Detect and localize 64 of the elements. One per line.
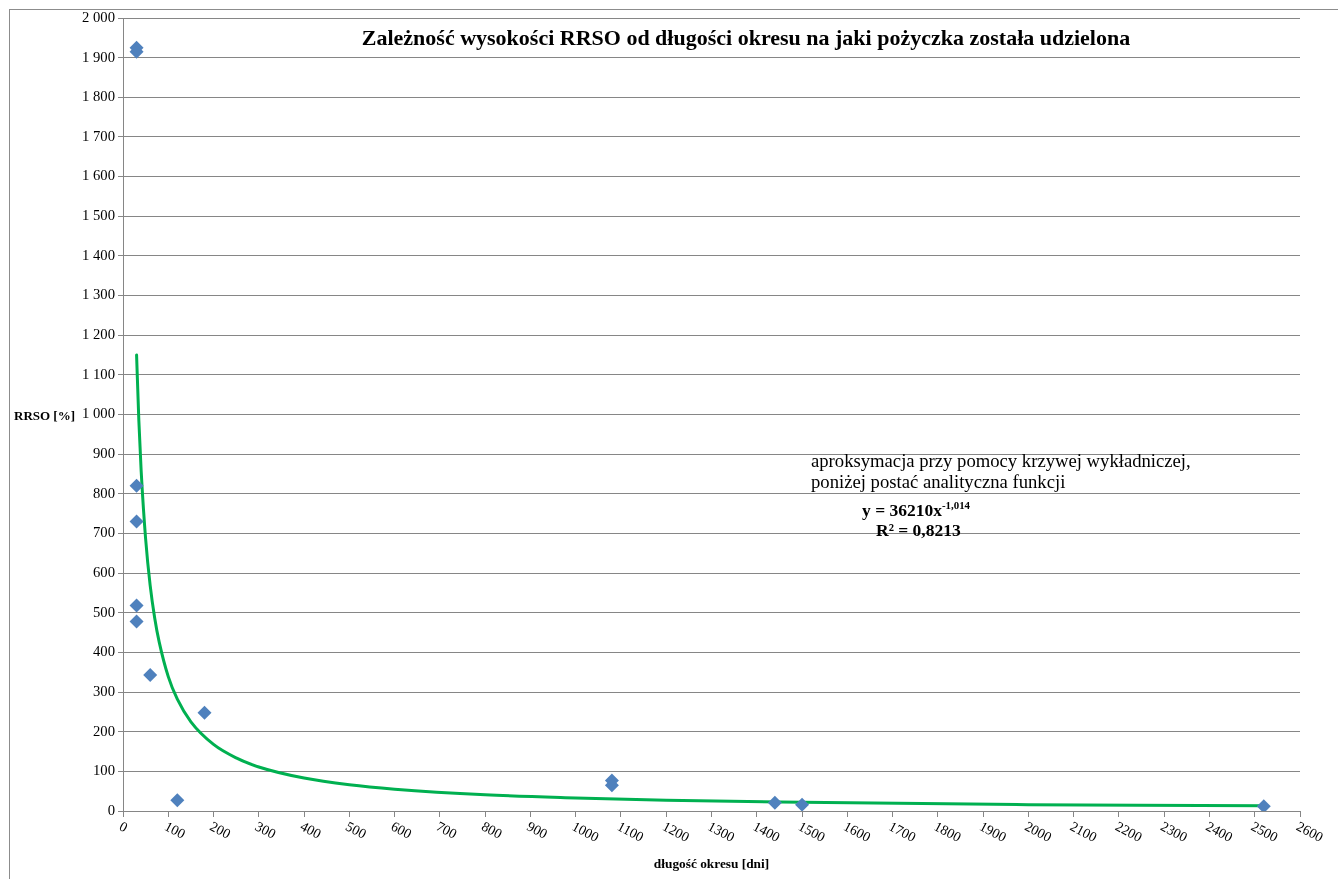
y-tick-label: 300 xyxy=(93,682,115,699)
y-tick-label: 2 000 xyxy=(82,8,115,25)
x-tick-label: 0 xyxy=(116,818,131,836)
y-tick-label: 1 500 xyxy=(82,207,115,224)
y-tick-label: 100 xyxy=(93,762,115,779)
point xyxy=(1256,799,1271,811)
y-tick-label: 1 900 xyxy=(82,48,115,65)
point xyxy=(170,793,185,808)
point xyxy=(143,668,158,682)
y-tick-label: 1 000 xyxy=(82,405,115,422)
y-tick-label: 1 200 xyxy=(82,326,115,343)
x-tick-label: 1200 xyxy=(660,818,692,846)
x-tick-label: 2000 xyxy=(1022,818,1055,846)
annotation: R² = 0,8213 xyxy=(876,520,961,540)
x-tick-label: 1300 xyxy=(705,818,738,846)
point xyxy=(129,514,144,529)
x-tick-label: 1600 xyxy=(841,818,873,846)
annotation: y = 36210x$^{-1,014}$ xyxy=(862,499,970,520)
x-tick-label: 1900 xyxy=(976,818,1009,846)
x-tick-label: 2400 xyxy=(1203,818,1236,846)
y-tick-label: 200 xyxy=(93,722,115,739)
x-tick-label: 1000 xyxy=(569,818,602,846)
y-tick-label: 900 xyxy=(93,445,115,461)
x-tick-label: 800 xyxy=(479,818,505,842)
y-tick-label: 1 100 xyxy=(82,365,115,382)
chart-title: Zależność wysokości RRSO od długości okresu na jaki pożyczka została udzielona xyxy=(361,25,1131,50)
annotation: aproksymacja przy pomocy krzywej wykładniczej, poniżej postać analityczna funkcji xyxy=(811,450,1191,492)
x-tick-label: 1500 xyxy=(795,818,828,846)
x-axis-title: długość okresu [dni] xyxy=(653,856,770,872)
x-tick-label: 1800 xyxy=(931,818,964,846)
y-tick-label: 1 400 xyxy=(82,246,115,263)
y-tick-label: 1 300 xyxy=(82,286,115,303)
y-tick-label: 0 xyxy=(107,801,115,818)
x-tick-label: 900 xyxy=(524,818,550,842)
point xyxy=(795,797,810,811)
y-tick-label: 600 xyxy=(93,563,115,580)
x-tick-label: 100 xyxy=(162,818,188,842)
point xyxy=(767,795,782,810)
x-tick-label: 300 xyxy=(252,818,279,842)
y-axis-title: RRSO [%] xyxy=(14,407,76,423)
y-tick-label: 1 600 xyxy=(82,167,115,184)
x-tick-label: 1700 xyxy=(886,818,919,846)
point xyxy=(197,705,212,720)
x-tick-label: 200 xyxy=(207,818,233,842)
x-tick-label: 2100 xyxy=(1067,818,1100,846)
x-tick-label: 700 xyxy=(433,818,460,842)
x-tick-label: 2300 xyxy=(1158,818,1190,846)
x-tick-label: 500 xyxy=(343,818,369,842)
x-tick-label: 2500 xyxy=(1248,818,1281,846)
x-tick-label: 600 xyxy=(388,818,415,842)
y-tick-label: 700 xyxy=(93,524,115,541)
y-tick-label: 1 800 xyxy=(82,88,115,105)
x-tick-label: 400 xyxy=(297,818,324,842)
x-tick-label: 1400 xyxy=(750,818,783,846)
y-tick-label: 400 xyxy=(93,643,115,660)
point xyxy=(129,614,144,629)
y-tick-label: 800 xyxy=(93,484,115,501)
point xyxy=(129,598,144,613)
x-tick-label: 2600 xyxy=(1293,818,1326,846)
y-tick-label: 500 xyxy=(93,603,115,620)
x-tick-label: 2200 xyxy=(1112,818,1145,846)
y-tick-label: 1 700 xyxy=(82,127,115,144)
x-tick-label: 1100 xyxy=(614,818,647,845)
point xyxy=(129,478,144,493)
